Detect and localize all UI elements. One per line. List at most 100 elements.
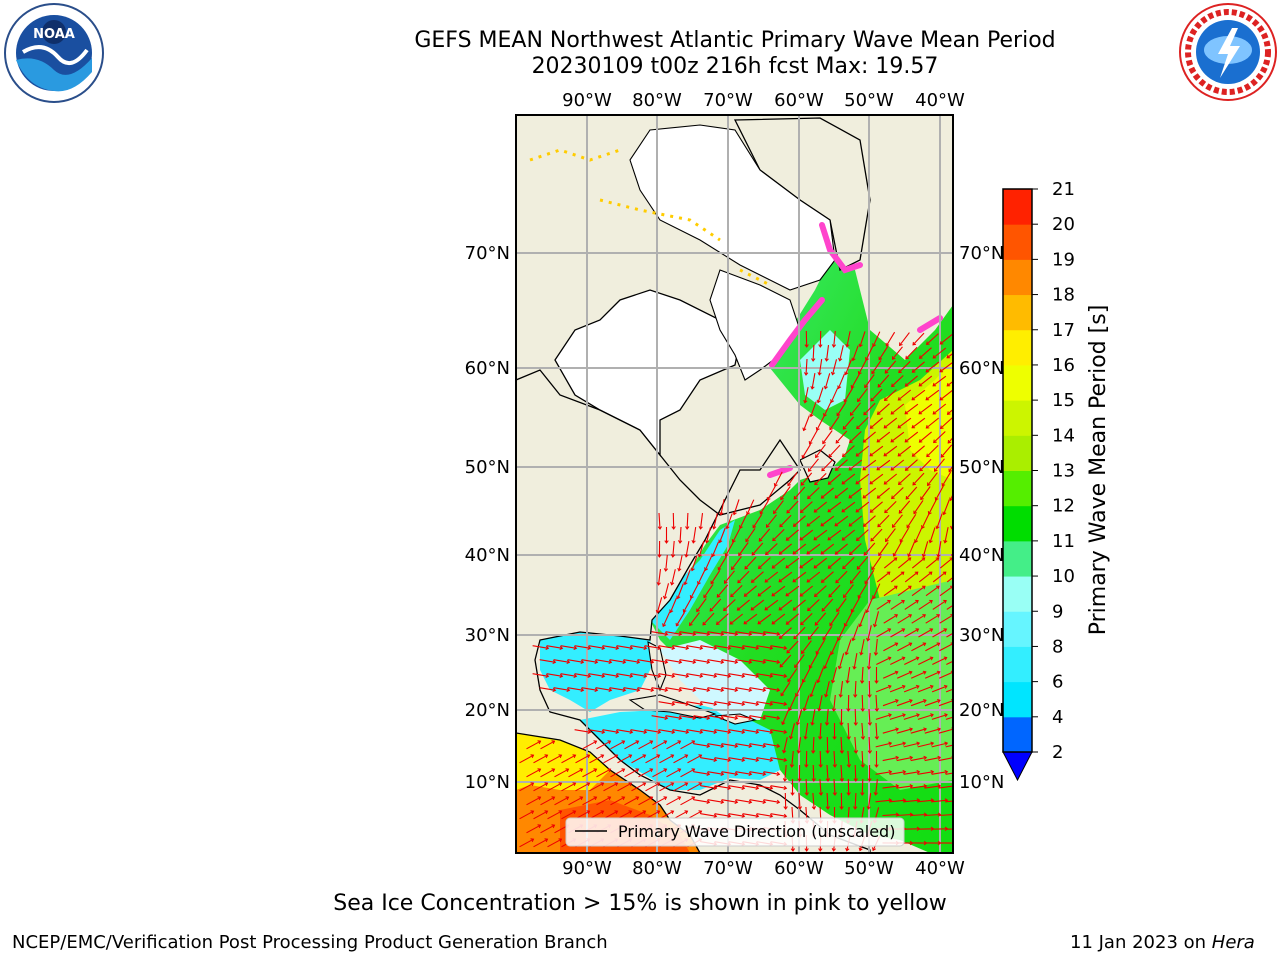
wave-arrow <box>693 687 710 691</box>
wave-arrow-head <box>932 382 937 387</box>
wave-arrow-head <box>757 592 762 597</box>
wave-arrow <box>596 768 611 778</box>
wave-arrow <box>848 487 863 499</box>
wave-arrow-head <box>843 398 848 403</box>
wave-arrow-head <box>817 371 822 376</box>
wave-arrow-head <box>783 806 788 810</box>
wave-arrow-head <box>813 593 818 597</box>
wave-arrow <box>794 654 805 668</box>
wave-arrow-head <box>670 810 675 815</box>
wave-arrow <box>876 431 891 443</box>
wave-arrow-head <box>786 509 791 514</box>
wave-arrow-head <box>685 645 690 651</box>
wave-arrow <box>699 513 704 529</box>
wave-arrow-head <box>664 687 669 693</box>
wave-arrow <box>721 771 738 775</box>
wave-arrow-head <box>874 680 879 684</box>
wave-arrow-head <box>822 440 826 445</box>
wave-arrow-head <box>622 659 627 665</box>
wave-arrow-head <box>741 729 746 735</box>
wave-arrow-head <box>808 440 813 445</box>
wave-arrow-head <box>544 754 549 759</box>
wave-arrow-head <box>683 581 688 586</box>
wave-arrow <box>946 604 953 610</box>
wave-arrow <box>610 796 625 806</box>
wave-arrow-head <box>895 755 900 760</box>
wave-arrow-head <box>762 631 767 637</box>
wave-arrow <box>917 799 934 803</box>
wave-arrow-head <box>827 508 832 513</box>
wave-arrow <box>875 685 892 693</box>
wave-arrow-head <box>894 614 899 618</box>
wave-arrow <box>819 778 822 796</box>
wave-arrow-head <box>594 659 599 665</box>
wave-arrow-head <box>706 715 711 721</box>
wave-arrow-head <box>607 740 612 745</box>
wave-arrow-head <box>829 622 833 627</box>
wave-arrow <box>823 401 832 417</box>
wave-arrow <box>853 653 858 669</box>
wave-arrow <box>658 729 675 733</box>
wave-arrow <box>934 458 945 472</box>
wave-arrow-head <box>838 357 843 362</box>
wave-arrow <box>875 799 892 803</box>
colorbar-tick-label: 2 <box>1052 742 1063 763</box>
colorbar-segment <box>1003 329 1032 366</box>
wave-arrow <box>582 740 597 750</box>
wave-arrow <box>861 750 864 768</box>
wave-arrow-head <box>748 743 753 749</box>
colorbar-segment <box>1003 540 1032 577</box>
wave-arrow-head <box>530 754 535 759</box>
wave-arrow-head <box>855 452 860 457</box>
wave-arrow-head <box>944 713 948 718</box>
wave-arrow-head <box>713 729 718 735</box>
wave-arrow <box>693 631 710 635</box>
wave-arrow <box>904 657 919 665</box>
wave-arrow <box>735 687 752 691</box>
wave-arrow <box>546 645 563 649</box>
wave-arrow-head <box>815 454 819 459</box>
wave-arrow-head <box>937 784 942 789</box>
wave-arrow-head <box>790 848 796 852</box>
wave-arrow <box>780 682 791 696</box>
wave-arrow-head <box>787 678 791 683</box>
wave-arrow <box>547 810 562 820</box>
wave-arrow-head <box>771 620 776 625</box>
wave-arrow <box>817 387 824 403</box>
wave-arrow-head <box>793 635 797 640</box>
wave-arrow-head <box>635 796 640 801</box>
wave-arrow <box>616 673 633 677</box>
wave-arrow <box>735 799 752 803</box>
wave-arrow <box>897 417 912 429</box>
wave-arrow-head <box>876 495 881 499</box>
wave-arrow <box>568 768 583 778</box>
wave-arrow-head <box>741 701 746 707</box>
wave-arrow <box>700 645 717 649</box>
wave-arrow <box>892 514 903 528</box>
wave-arrow <box>763 687 780 691</box>
wave-arrow <box>847 750 850 768</box>
wave-arrow <box>802 667 811 683</box>
wave-arrow-head <box>887 599 891 604</box>
wave-arrow <box>842 416 855 430</box>
wave-arrow-head <box>860 764 865 768</box>
wave-arrow <box>845 359 852 375</box>
wave-arrow <box>742 785 759 789</box>
wave-arrow <box>671 569 676 585</box>
colorbar-tick-label: 12 <box>1052 496 1075 517</box>
wave-arrow-head <box>755 673 760 679</box>
wave-arrow <box>801 443 812 459</box>
wave-arrow <box>830 639 839 655</box>
wave-arrow <box>803 695 810 711</box>
wave-arrow <box>835 570 848 584</box>
wave-arrow <box>885 331 896 347</box>
colorbar-segment <box>1003 435 1032 471</box>
wave-arrow <box>799 557 814 569</box>
wave-arrow <box>870 528 883 542</box>
wave-arrow-head <box>702 621 707 626</box>
wave-arrow <box>756 645 773 649</box>
wave-arrow <box>561 754 576 764</box>
wave-arrow <box>728 645 745 649</box>
wave-arrow-head <box>837 665 842 670</box>
wave-arrow-head <box>887 628 892 633</box>
